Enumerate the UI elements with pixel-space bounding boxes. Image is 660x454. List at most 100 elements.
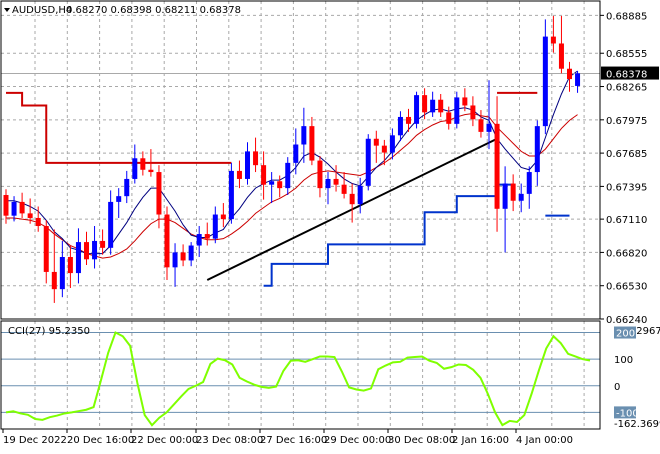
candle-body: [349, 193, 355, 205]
current-price-label-bg: [601, 66, 659, 80]
time-tick-label: 19 Dec 2022: [3, 435, 67, 446]
price-tick-label: 0.67395: [606, 182, 647, 193]
candle-body: [285, 162, 291, 189]
candle-body: [301, 126, 307, 145]
support-step-line: [263, 183, 570, 287]
time-tick-label: 29 Dec 00:00: [324, 435, 391, 446]
candle-body: [236, 170, 242, 179]
candle-body: [172, 252, 178, 268]
time-tick-label: 2 Jan 16:00: [452, 435, 509, 446]
candle-body: [438, 99, 444, 113]
candle-body: [317, 160, 323, 189]
candle-body: [100, 240, 106, 248]
candle-body: [253, 151, 259, 166]
price-frame: [0, 0, 601, 320]
candle-body: [67, 257, 73, 274]
candle-body: [43, 226, 49, 272]
candle-body: [108, 201, 114, 248]
candle-body: [245, 151, 250, 179]
candle-body: [357, 185, 363, 205]
cci-tick-label: -162.3699: [614, 419, 660, 430]
candle-body: [494, 123, 500, 209]
cci-frame: [0, 320, 601, 430]
candle-body: [534, 126, 540, 173]
current-price-label: 0.68378: [606, 70, 647, 81]
candle-body: [510, 183, 516, 201]
time-tick-label: 20 Dec 16:00: [67, 435, 134, 446]
price-tick-label: 0.67685: [606, 149, 647, 160]
candle-body: [180, 252, 186, 261]
candle-body: [470, 105, 476, 120]
price-tick-label: 0.67975: [606, 116, 647, 127]
price-tick-label: 0.67110: [606, 215, 647, 226]
candle-body: [389, 135, 395, 153]
candle-body: [365, 138, 371, 186]
candle-body: [397, 116, 403, 136]
candle-body: [373, 138, 379, 146]
candle-body: [446, 112, 452, 124]
resistance-step-line: [6, 91, 538, 164]
candle-body: [486, 123, 492, 132]
candle-body: [526, 172, 532, 194]
candle-body: [212, 214, 218, 239]
candle-body: [309, 126, 315, 161]
time-tick-label: 30 Dec 08:00: [388, 435, 455, 446]
candle-body: [575, 73, 581, 86]
collapse-triangle-icon[interactable]: [4, 8, 10, 12]
candle-body: [550, 36, 556, 44]
candle-body: [220, 214, 226, 220]
candle-body: [3, 195, 9, 216]
overlay-lines: [1, 70, 600, 287]
candle-body: [148, 169, 154, 173]
candle-body: [116, 196, 122, 202]
time-tick-label: 4 Jan 00:00: [516, 435, 573, 446]
chart-header-symbol: AUDUSD,H4: [12, 5, 72, 16]
candle-body: [188, 245, 194, 261]
price-tick-label: 0.66240: [606, 315, 647, 326]
price-tick-label: 0.68885: [606, 11, 647, 22]
time-tick-label: 22 Dec 00:00: [131, 435, 198, 446]
cci-level-label-bg: [614, 406, 636, 419]
candle-body: [502, 183, 508, 209]
cci-tick-label: 0: [614, 382, 620, 393]
cci-panel: [1, 331, 600, 427]
candle-body: [140, 158, 146, 170]
candle-body: [35, 217, 41, 227]
candle-body: [325, 178, 331, 189]
candle-body: [11, 201, 17, 216]
candle-body: [84, 242, 89, 260]
cci-tick-label: 243.2967: [614, 326, 660, 337]
candle-body: [164, 214, 170, 268]
candle-body: [341, 184, 347, 194]
candle-body: [261, 165, 267, 185]
price-tick-label: 0.68265: [606, 83, 647, 94]
price-tick-label: 0.66530: [606, 282, 647, 293]
cci-title: CCI(27) 95.2350: [8, 326, 90, 337]
candle-body: [51, 271, 57, 290]
candle-body: [542, 36, 548, 127]
candle-body: [156, 172, 162, 215]
price-axis: 0.68885 0.68555 0.68265 0.67975 0.67685 0.673…: [600, 11, 659, 326]
slow-moving-average: [6, 112, 578, 259]
candle-body: [228, 170, 234, 220]
candle-body: [558, 43, 564, 69]
candle-body: [478, 119, 484, 132]
price-tick-label: 0.68555: [606, 49, 647, 60]
candle-body: [75, 242, 81, 274]
fast-moving-average: [6, 70, 578, 255]
candle-body: [277, 181, 283, 189]
candle-body: [567, 68, 572, 80]
candle-body: [381, 145, 387, 153]
candle-body: [196, 234, 202, 246]
candle-body: [19, 201, 25, 214]
cci-tick-label: 200: [616, 329, 635, 340]
candle-body: [124, 178, 130, 197]
candle-body: [92, 240, 98, 260]
time-tick-label: 27 Dec 16:00: [260, 435, 327, 446]
candle-body: [414, 95, 420, 124]
candle-body: [269, 181, 275, 185]
